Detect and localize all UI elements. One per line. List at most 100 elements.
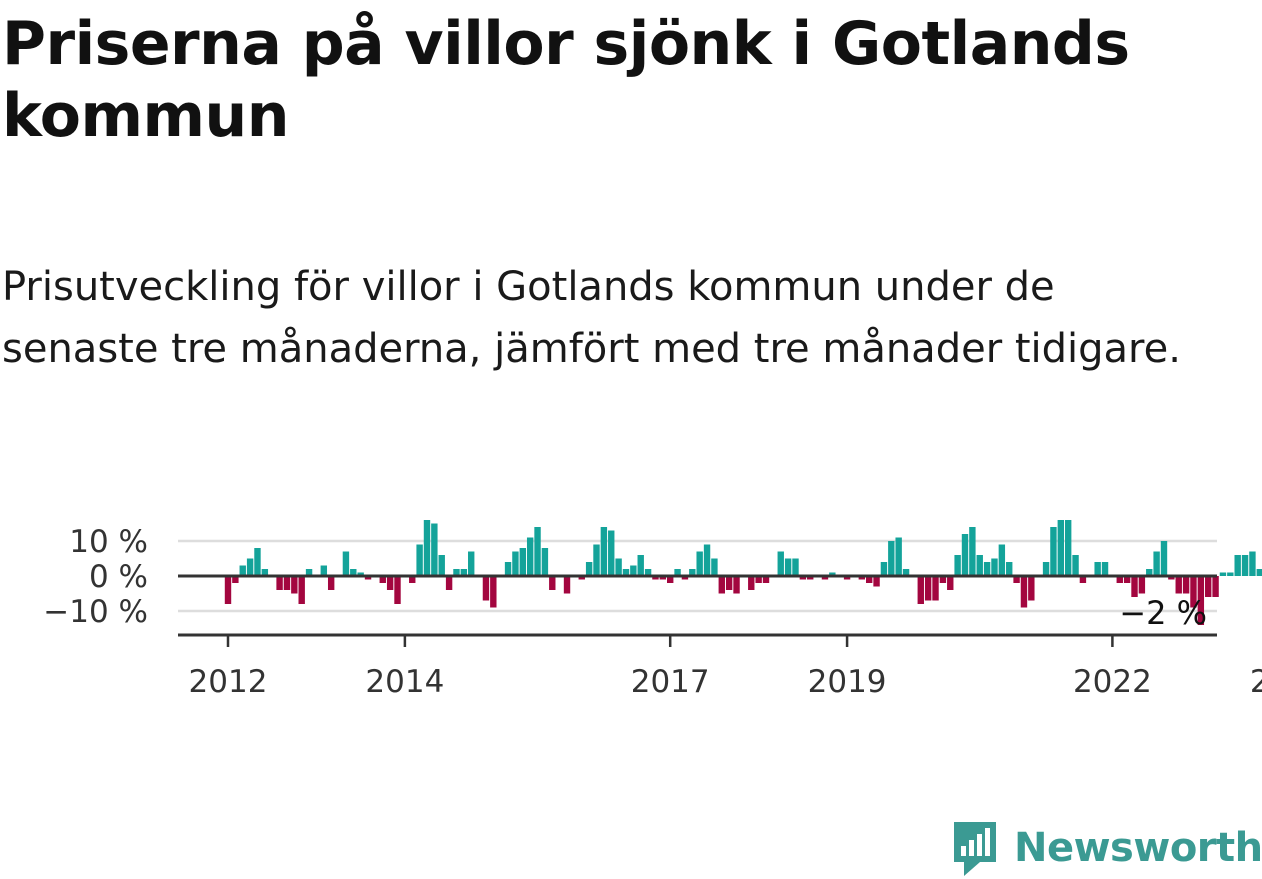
bar bbox=[991, 558, 998, 576]
x-tick-label: 2012 bbox=[189, 664, 268, 700]
bar bbox=[998, 544, 1006, 576]
bar bbox=[1168, 576, 1175, 580]
bar bbox=[630, 565, 637, 576]
bar bbox=[541, 548, 549, 576]
bar bbox=[947, 576, 954, 590]
chart-title: Priserna på villor sjönk i Gotlands komm… bbox=[2, 9, 1130, 151]
x-tick-label: 2024 bbox=[1250, 664, 1262, 700]
x-tick-label: 2017 bbox=[631, 664, 710, 700]
bar bbox=[1138, 576, 1146, 594]
bar bbox=[305, 569, 313, 576]
bar bbox=[431, 523, 438, 576]
bars bbox=[224, 520, 1262, 625]
bar bbox=[254, 548, 261, 576]
bar bbox=[593, 544, 600, 576]
x-tick-label: 2014 bbox=[365, 664, 444, 700]
bar bbox=[615, 558, 622, 576]
bar bbox=[902, 569, 910, 576]
latest-value-label: −2 % bbox=[1119, 594, 1207, 632]
bar bbox=[283, 576, 291, 590]
bar bbox=[563, 576, 571, 594]
bar bbox=[534, 527, 541, 576]
bar bbox=[637, 555, 644, 576]
bar bbox=[320, 565, 328, 576]
bar bbox=[1182, 576, 1190, 594]
x-tick-label: 2019 bbox=[808, 664, 887, 700]
bar bbox=[1013, 576, 1020, 583]
bar bbox=[1153, 551, 1160, 576]
bar bbox=[1057, 520, 1065, 576]
bar bbox=[983, 562, 991, 576]
bar bbox=[777, 551, 784, 576]
newsworthy-logo-text: Newsworthy bbox=[1014, 825, 1262, 871]
bar bbox=[703, 544, 711, 576]
bar bbox=[843, 576, 851, 580]
bar bbox=[792, 558, 799, 576]
bar bbox=[644, 569, 652, 576]
bar bbox=[939, 576, 947, 583]
bar bbox=[490, 576, 497, 608]
y-tick-label: 10 % bbox=[69, 524, 148, 560]
bar bbox=[1050, 527, 1057, 576]
newsworthy-logo-icon bbox=[954, 822, 996, 876]
y-tick-label: 0 % bbox=[89, 559, 148, 595]
bar bbox=[519, 548, 526, 576]
bar bbox=[578, 576, 585, 580]
bar bbox=[1116, 576, 1123, 583]
bar bbox=[1249, 551, 1256, 576]
bar bbox=[386, 576, 394, 590]
bar bbox=[1234, 555, 1241, 576]
bar bbox=[1064, 520, 1072, 576]
bar bbox=[261, 569, 269, 576]
bar bbox=[460, 569, 468, 576]
bar bbox=[364, 576, 372, 580]
bar bbox=[954, 555, 961, 576]
bar bbox=[689, 569, 696, 576]
bar bbox=[1123, 576, 1131, 583]
bar bbox=[762, 576, 770, 583]
bar bbox=[1131, 576, 1138, 597]
bar bbox=[342, 551, 350, 576]
bar bbox=[733, 576, 740, 594]
bar bbox=[924, 576, 932, 601]
bar bbox=[1205, 576, 1212, 597]
bar-chart: 10 %0 %−10 % 2012 2014 2017 2019 2022 2024 −2… bbox=[43, 520, 1262, 700]
bar bbox=[482, 576, 490, 601]
bar bbox=[394, 576, 401, 604]
x-tick-label: 2022 bbox=[1073, 664, 1152, 700]
bar bbox=[276, 576, 283, 590]
bar bbox=[718, 576, 725, 594]
bar bbox=[932, 576, 939, 601]
bar bbox=[416, 544, 423, 576]
bar bbox=[600, 527, 608, 576]
bar bbox=[1006, 562, 1013, 576]
bar bbox=[888, 541, 895, 576]
y-axis-labels: 10 %0 %−10 % bbox=[43, 524, 148, 630]
bar bbox=[1146, 569, 1153, 576]
bar bbox=[873, 576, 880, 587]
bar bbox=[667, 576, 674, 583]
bar bbox=[357, 572, 364, 576]
gridlines bbox=[178, 539, 1217, 613]
bar bbox=[453, 569, 460, 576]
bar bbox=[711, 558, 718, 576]
bar bbox=[755, 576, 762, 583]
bar bbox=[748, 576, 755, 590]
bar bbox=[409, 576, 416, 583]
bar bbox=[681, 576, 689, 580]
bar bbox=[858, 576, 866, 580]
bar bbox=[1094, 562, 1101, 576]
bar bbox=[969, 527, 976, 576]
bar bbox=[1042, 562, 1050, 576]
bar bbox=[549, 576, 556, 590]
bar bbox=[865, 576, 873, 583]
bar bbox=[725, 576, 733, 590]
bar bbox=[1190, 576, 1197, 608]
bar bbox=[1028, 576, 1035, 601]
bar bbox=[350, 569, 357, 576]
bar bbox=[829, 572, 836, 576]
bar bbox=[445, 576, 453, 590]
bar bbox=[976, 555, 983, 576]
bar bbox=[674, 569, 681, 576]
bar bbox=[895, 537, 902, 576]
